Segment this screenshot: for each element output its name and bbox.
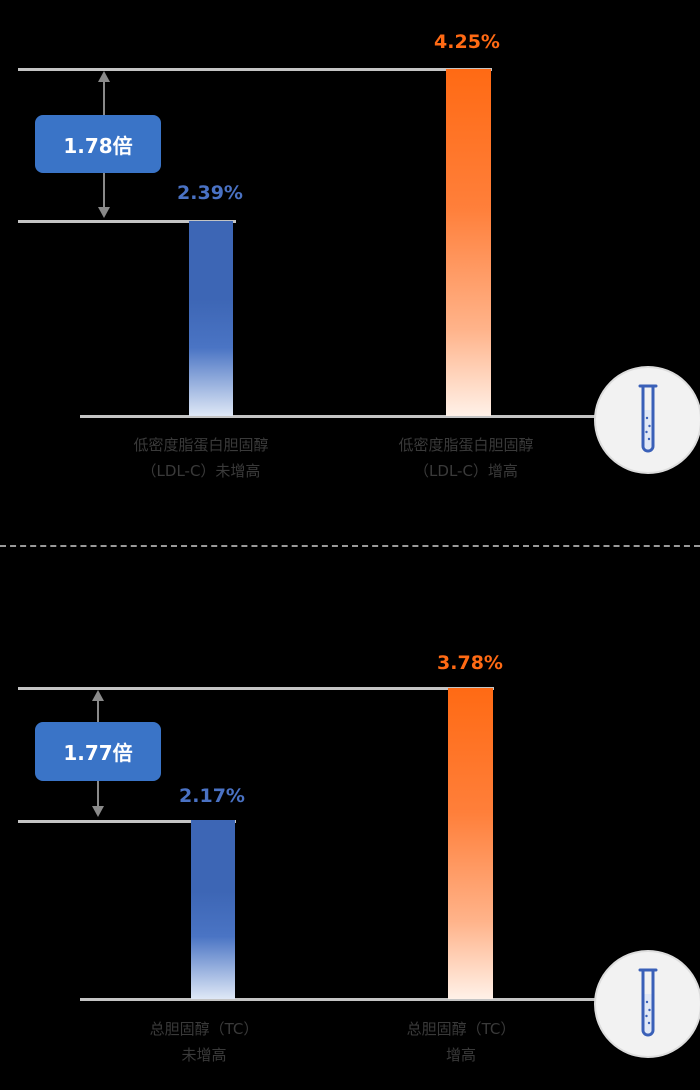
ldl-bar-normal <box>189 220 233 416</box>
tc-bar-elevated <box>448 688 493 999</box>
ldl-value-label-normal: 2.39% <box>177 182 243 204</box>
tc-category-label-elevated: 总胆固醇（TC） 增高 <box>341 1016 581 1068</box>
ldl-baseline <box>80 415 600 418</box>
tc-baseline <box>80 998 600 1001</box>
tc-category-label-normal: 总胆固醇（TC） 未增高 <box>84 1016 324 1068</box>
ldl-category-normal-line1: 低密度脂蛋白胆固醇 <box>133 436 269 454</box>
tc-value-label-elevated: 3.78% <box>437 652 503 674</box>
ldl-category-normal-line2: （LDL-C）未增高 <box>141 462 261 480</box>
ldl-arrow-shaft-bottom <box>103 173 105 209</box>
tc-category-elevated-line2: 增高 <box>445 1046 476 1064</box>
tc-value-label-normal: 2.17% <box>179 785 245 807</box>
tc-arrow-up-icon <box>92 690 104 701</box>
ldl-reference-line-low <box>18 220 236 223</box>
tc-reference-line-low <box>18 820 236 823</box>
tc-category-normal-line1: 总胆固醇（TC） <box>149 1020 259 1038</box>
ldl-reference-line-high <box>18 68 492 71</box>
ldl-arrow-down-icon <box>98 207 110 218</box>
section-divider <box>0 545 700 547</box>
tc-arrow-down-icon <box>92 806 104 817</box>
ldl-category-label-elevated: 低密度脂蛋白胆固醇 （LDL-C）增高 <box>346 432 586 484</box>
tc-category-normal-line2: 未增高 <box>181 1046 227 1064</box>
tc-arrow-shaft-bottom <box>97 781 99 808</box>
ldl-ratio-badge: 1.78倍 <box>35 115 161 173</box>
ldl-arrow-shaft-top <box>103 80 105 116</box>
tc-arrow-shaft-top <box>97 699 99 722</box>
ldl-bar-elevated <box>446 69 491 416</box>
ldl-arrow-up-icon <box>98 71 110 82</box>
tc-reference-line-high <box>18 687 494 690</box>
tc-ratio-badge: 1.77倍 <box>35 722 161 781</box>
ldl-category-label-normal: 低密度脂蛋白胆固醇 （LDL-C）未增高 <box>81 432 321 484</box>
ldl-value-label-elevated: 4.25% <box>434 31 500 53</box>
ldl-category-elevated-line1: 低密度脂蛋白胆固醇 <box>398 436 534 454</box>
test-tube-icon <box>594 950 700 1058</box>
tc-category-elevated-line1: 总胆固醇（TC） <box>406 1020 516 1038</box>
tc-bar-normal <box>191 820 235 999</box>
ldl-category-elevated-line2: （LDL-C）增高 <box>414 462 518 480</box>
test-tube-icon <box>594 366 700 474</box>
